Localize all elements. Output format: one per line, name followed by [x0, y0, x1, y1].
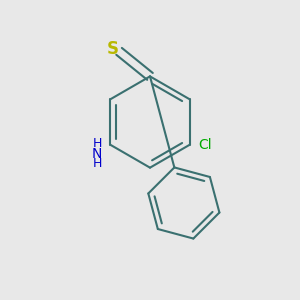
Text: H: H [92, 137, 102, 150]
Text: N: N [91, 147, 102, 161]
Text: H: H [92, 157, 102, 169]
Text: Cl: Cl [198, 138, 212, 152]
Text: S: S [106, 40, 119, 58]
